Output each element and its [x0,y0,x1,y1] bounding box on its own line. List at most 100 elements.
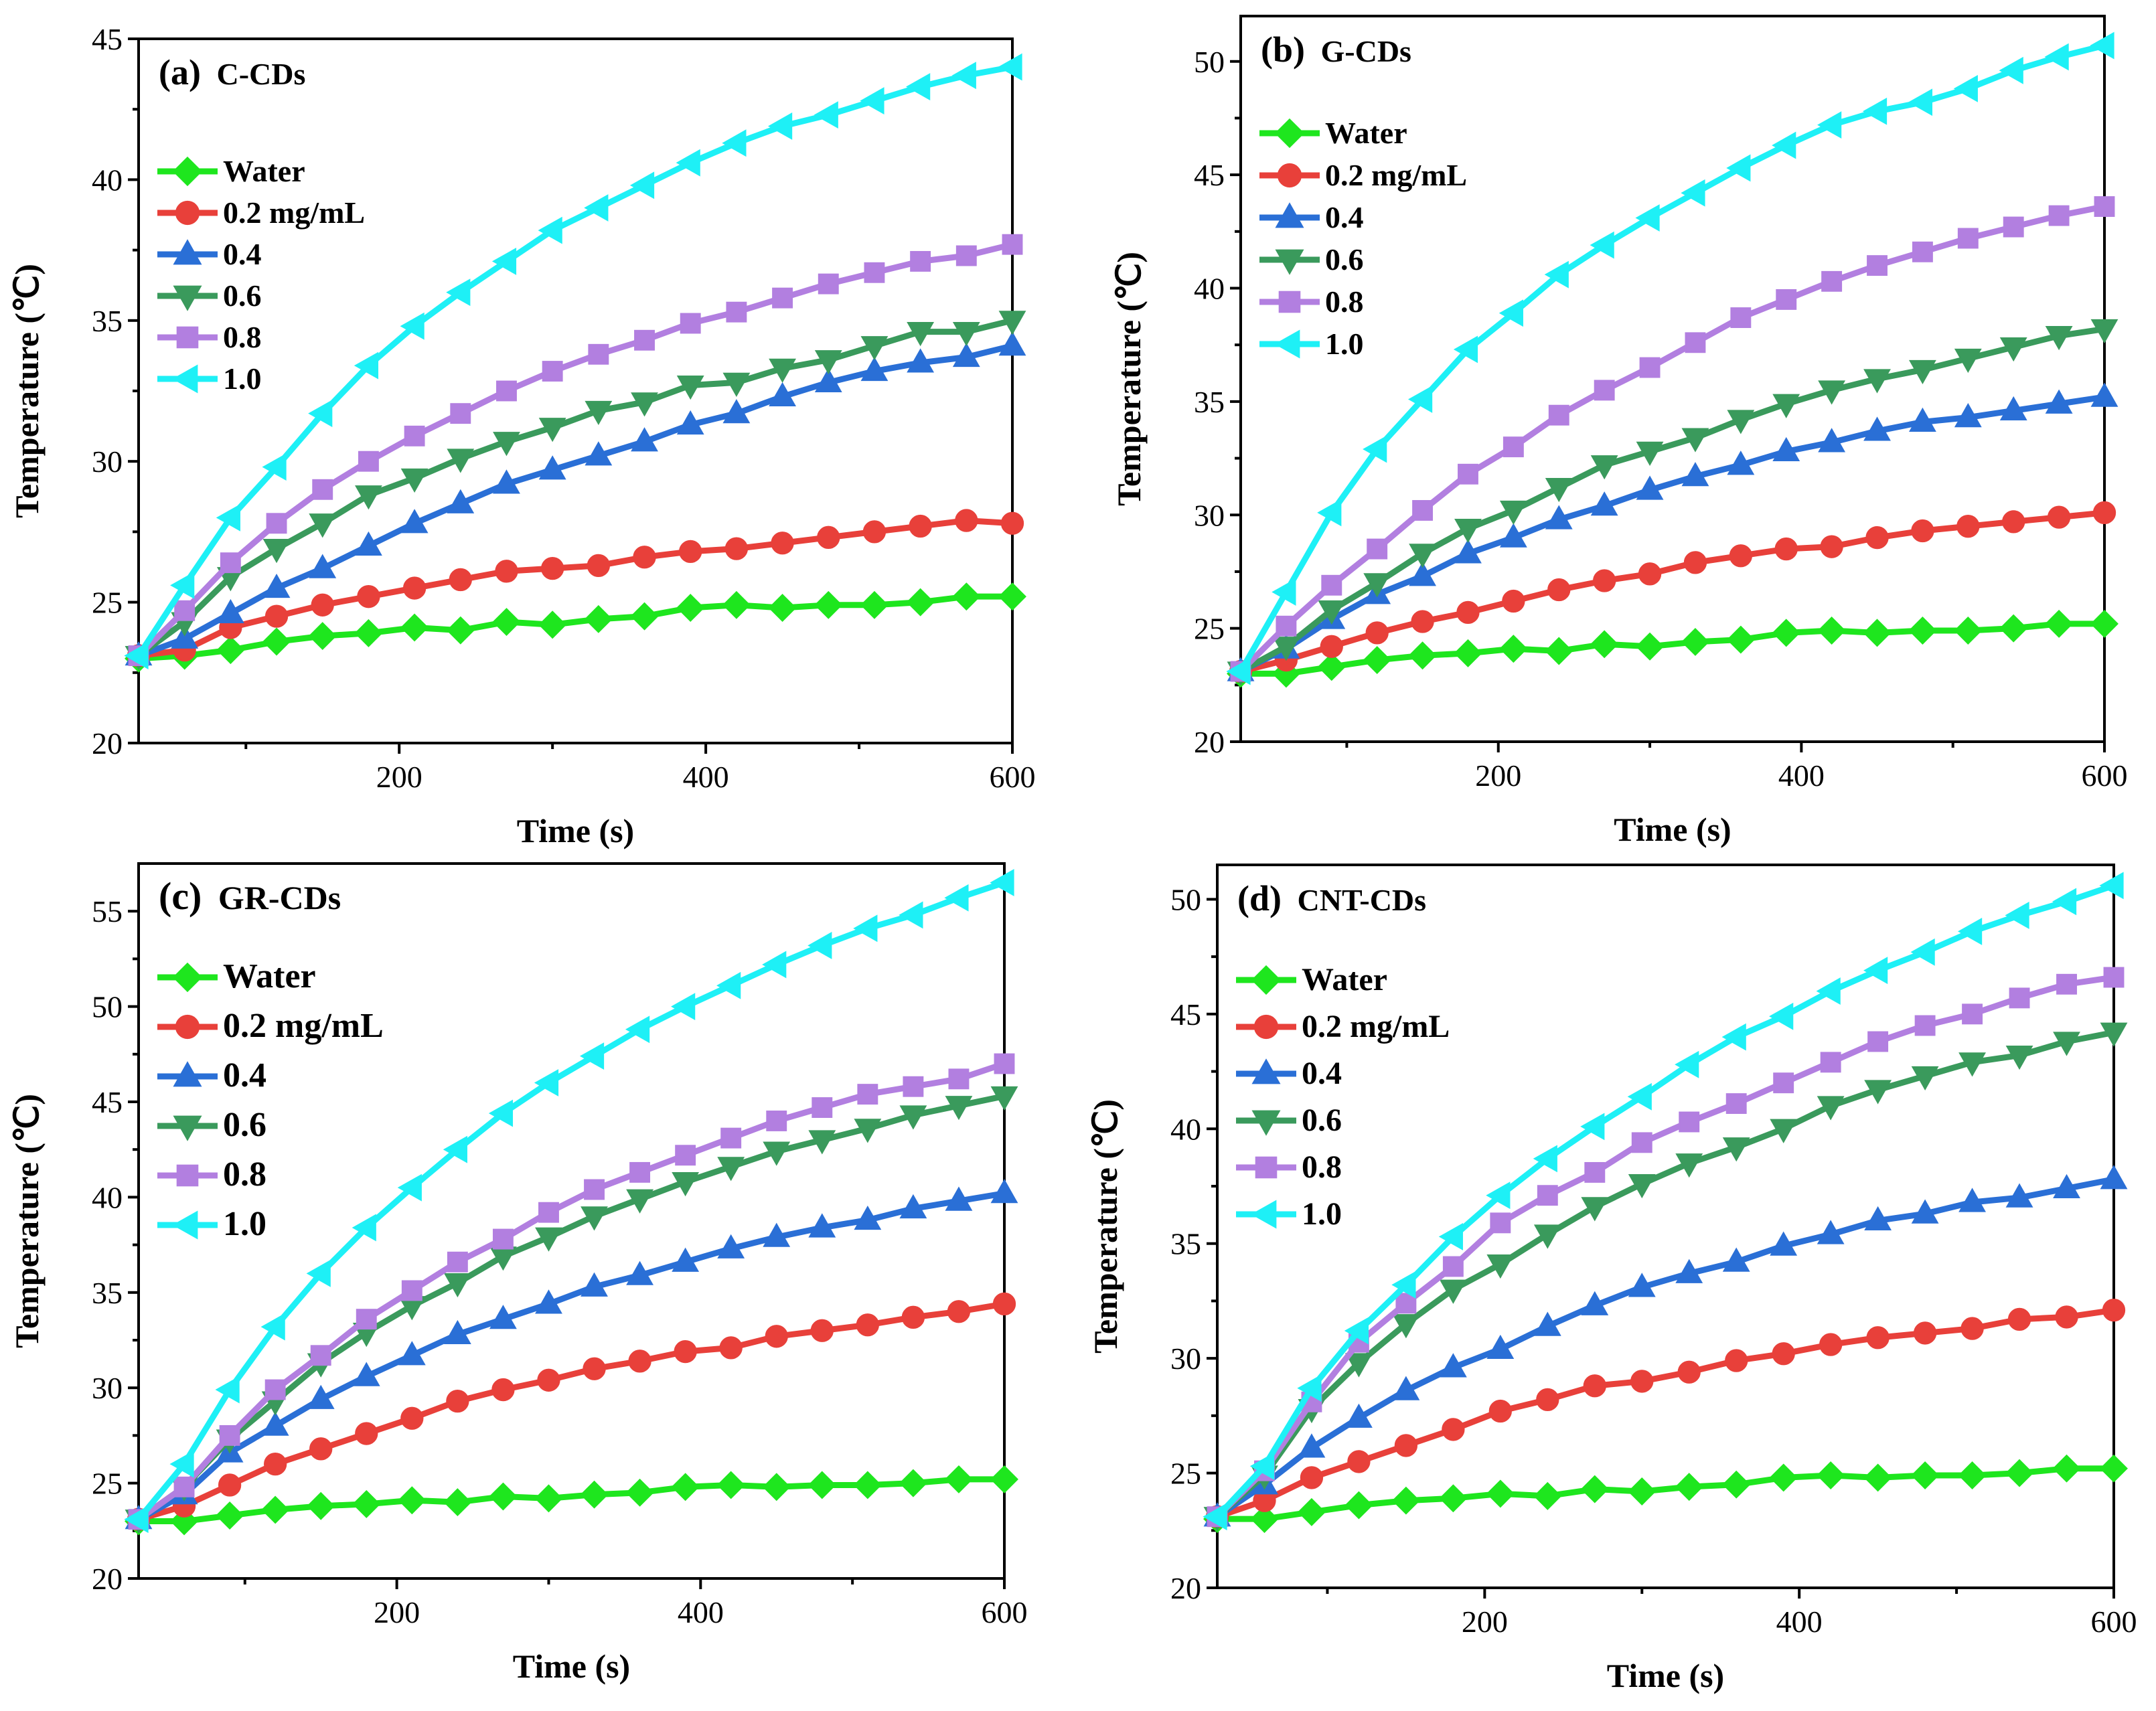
data-point [260,1313,285,1341]
legend-label: 0.6 [223,278,262,313]
legend-marker [172,156,203,187]
legend-label: 1.0 [223,1205,266,1243]
data-point [402,576,427,600]
data-point [443,1488,472,1517]
panel-title: (a) C-CDs [159,52,305,92]
data-point [493,432,520,457]
data-point [1958,1052,1986,1077]
data-point [808,1130,836,1155]
data-point [541,556,564,580]
plot-frame [1239,15,2106,743]
data-point [2005,902,2029,929]
data-point [1725,1349,1748,1372]
data-point [944,1465,973,1493]
data-point [814,101,838,129]
data-point [1914,1015,1936,1036]
data-point [1249,1452,1275,1480]
data-point [1962,1003,1983,1025]
data-point [1226,657,1251,685]
data-point [534,1484,563,1513]
data-point [583,1357,606,1380]
data-point [906,73,931,100]
data-point [354,351,379,380]
data-point [722,399,751,424]
data-point [998,53,1022,81]
data-point [814,350,842,375]
data-point [1498,299,1523,327]
legend-label: 0.2 mg/mL [1302,1009,1450,1044]
data-point [2102,1298,2126,1322]
data-point [1345,1353,1373,1378]
data-point [951,62,976,90]
data-point [400,509,429,534]
data-point [679,540,702,564]
panel-label: (b) [1261,29,1314,70]
data-point [1486,1334,1515,1360]
y-tick-label: 35 [1170,1227,1201,1261]
data-point [944,884,969,912]
data-point [496,380,517,402]
data-point [1722,1247,1750,1272]
data-point [398,1341,426,1366]
legend-label: 0.8 [223,1155,266,1194]
data-point [2094,196,2115,218]
data-point [489,1482,518,1511]
x-tick-label: 200 [376,760,422,794]
data-point [312,479,333,500]
data-point [810,1319,834,1342]
legend-entry: 0.8 [157,320,262,354]
data-point [2090,31,2114,60]
x-tick-label: 400 [678,1595,724,1629]
data-point [306,1259,331,1287]
data-point [216,636,245,665]
legend-entry: 1.0 [157,1205,266,1243]
x-axis-title: Time (s) [1614,811,1731,848]
data-point [2003,216,2024,238]
data-point [1499,523,1527,548]
data-point [170,571,195,599]
data-point [1300,1466,1324,1489]
legend-label: 0.2 mg/mL [223,1007,384,1045]
data-point [1363,646,1391,675]
data-point [676,410,704,435]
series-line-0-8 [135,1060,1008,1523]
data-point [817,525,840,549]
data-point [1317,499,1342,527]
legend-entry: Water [157,154,305,188]
data-point [1594,380,1615,401]
data-point [633,546,656,569]
data-point [1817,617,1846,645]
data-point [1533,1224,1561,1249]
data-point [808,1213,836,1238]
panel-label: (a) [159,52,210,92]
data-point [358,451,379,472]
data-point [1681,627,1709,656]
data-point [1454,539,1482,564]
data-point [1536,1388,1559,1412]
legend-label: 0.2 mg/mL [1325,158,1467,192]
data-point [1276,615,1297,637]
x-tick-label: 200 [1462,1605,1508,1639]
data-point [585,400,613,426]
data-point [903,1076,924,1097]
panel-name: CNT-CDs [1298,883,1427,917]
data-point [1772,619,1800,647]
data-point [1863,369,1891,394]
data-point [1867,1031,1889,1052]
data-point [2005,1183,2033,1208]
data-point [1636,441,1664,466]
panel-name: G-CDs [1321,34,1411,68]
data-point [1411,610,1434,633]
data-point [450,403,471,424]
data-point [2100,1454,2128,1483]
data-point [1913,1321,1937,1345]
data-point [1367,538,1388,560]
data-point [169,1450,194,1478]
data-point [724,537,749,560]
data-point [717,1157,745,1182]
data-point [1679,1111,1700,1133]
data-point [1636,475,1664,500]
data-point [1439,1484,1468,1513]
data-point [261,1495,290,1524]
data-point [1439,1279,1467,1304]
